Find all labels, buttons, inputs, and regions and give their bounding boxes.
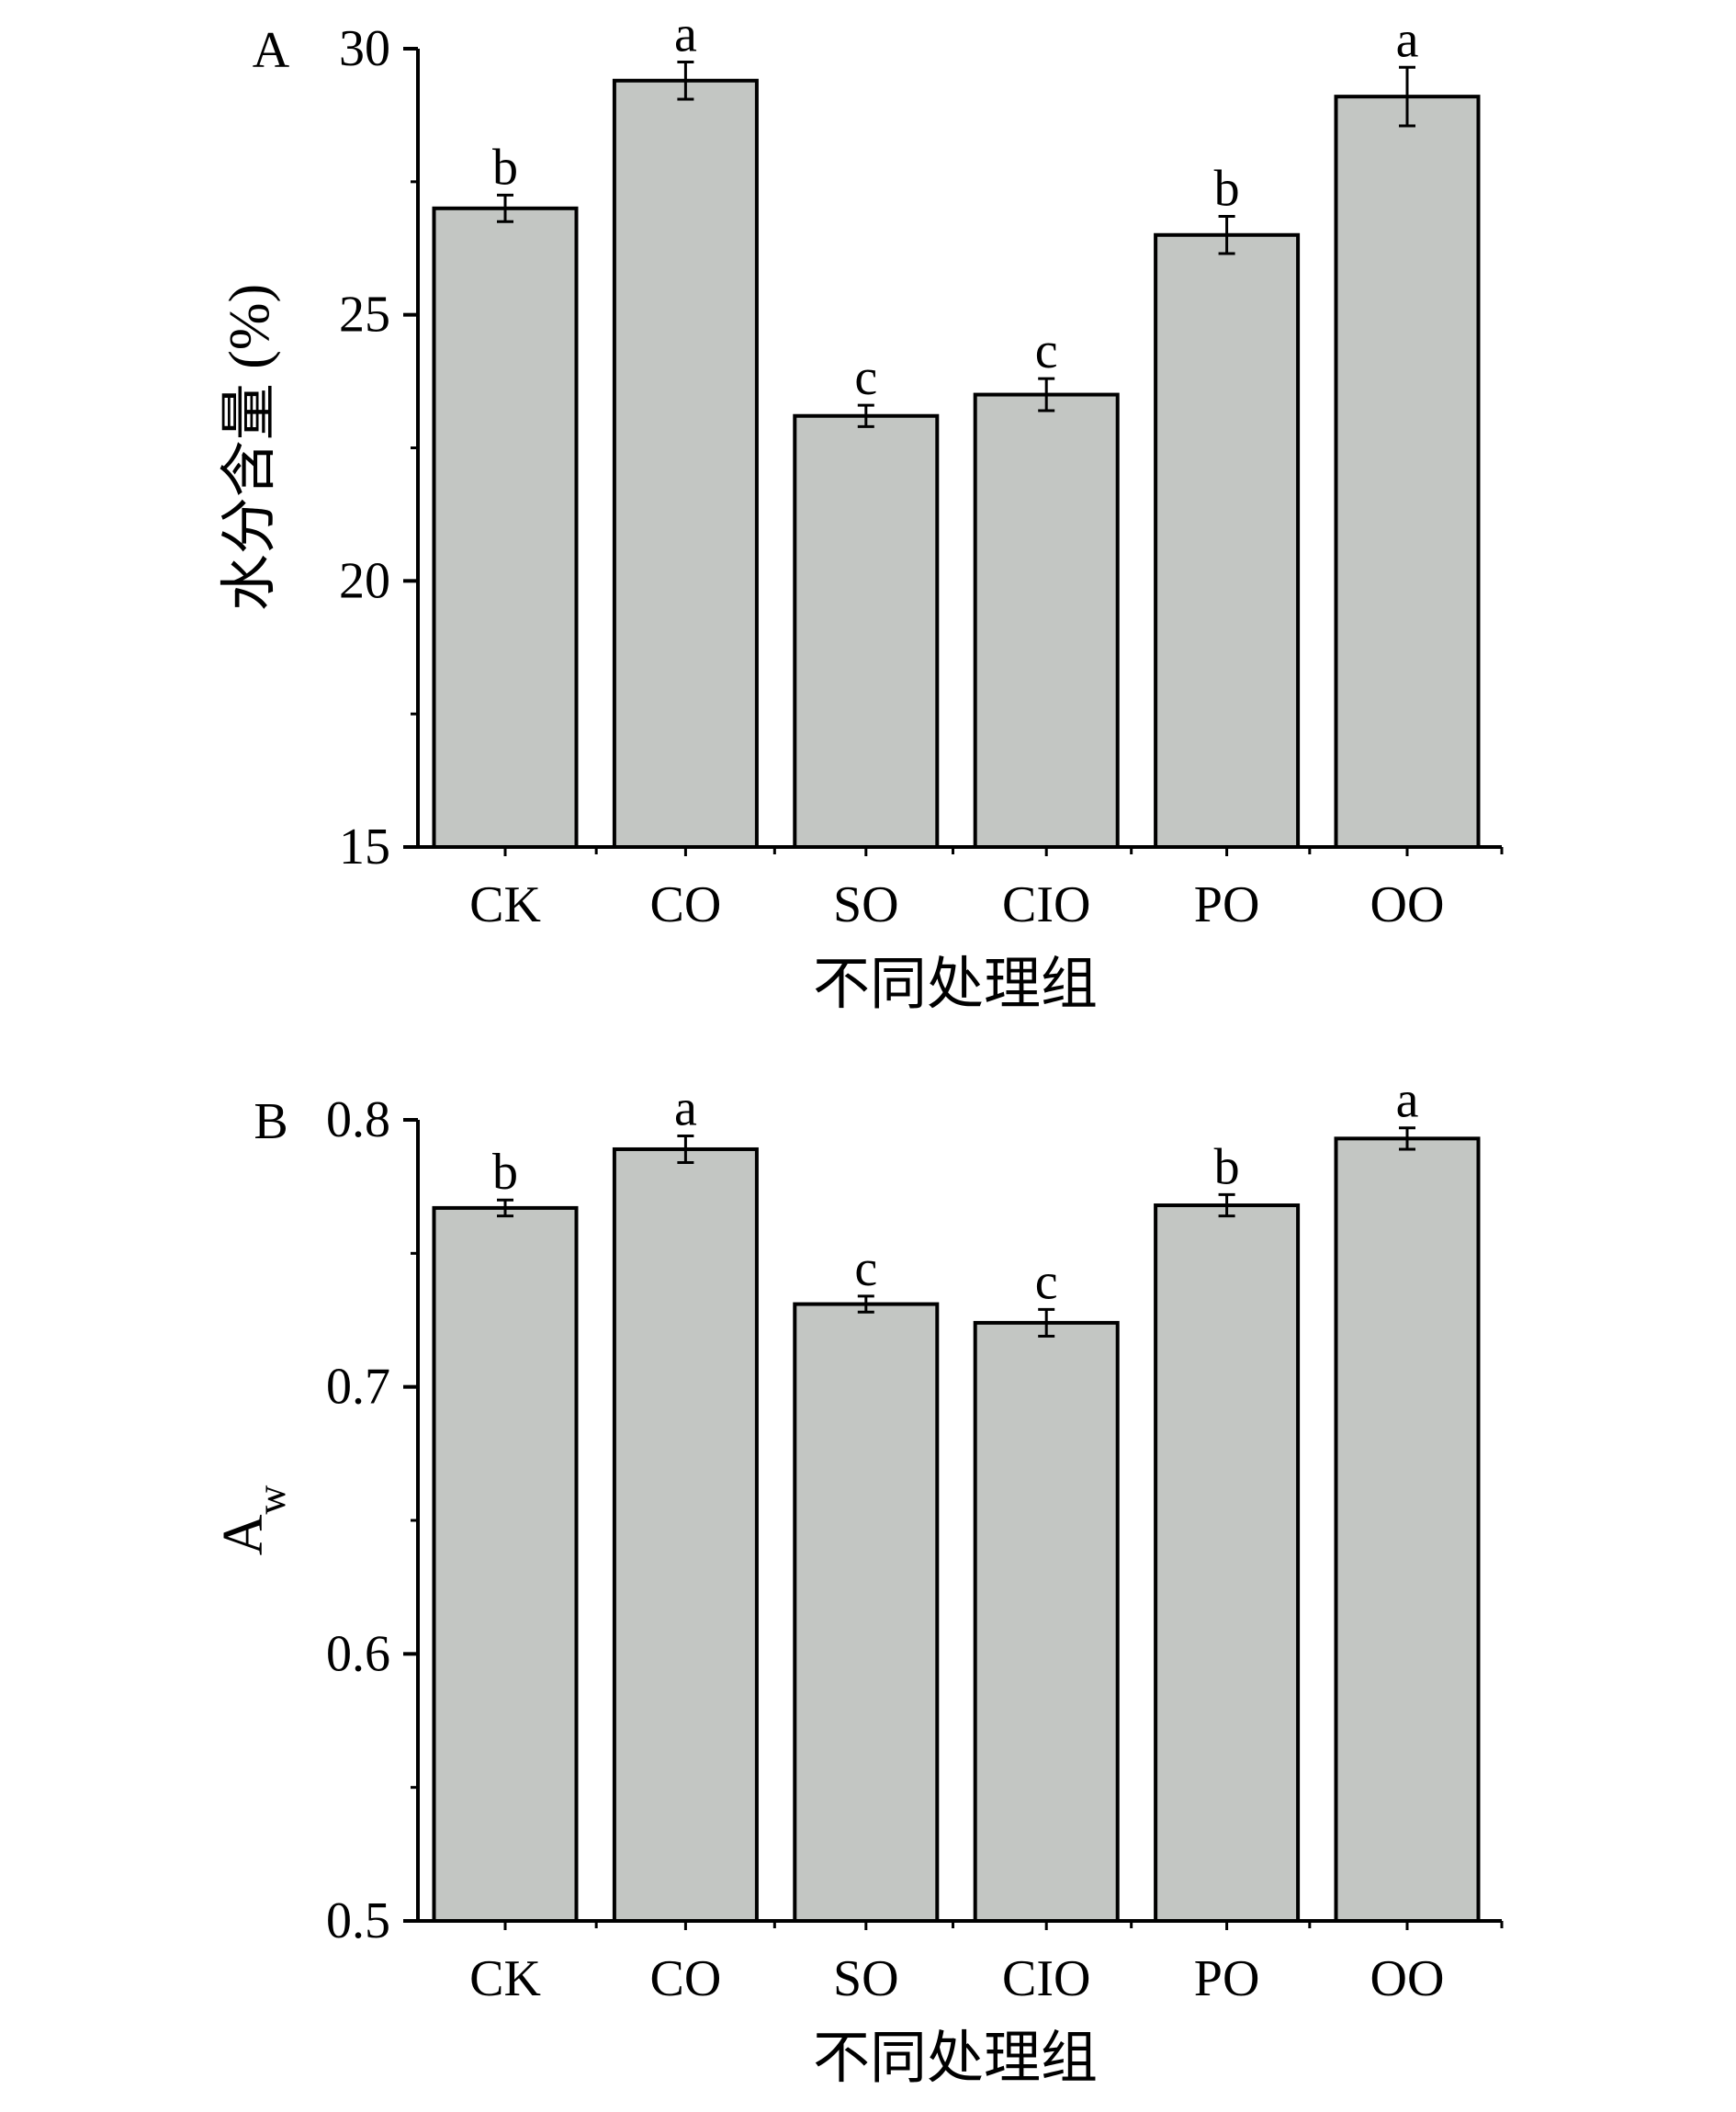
x-tick-label: CO (650, 1950, 722, 2007)
x-tick-label: PO (1194, 876, 1260, 933)
significance-label: c (1035, 1253, 1058, 1310)
panel-label: A (253, 22, 290, 79)
y-tick-label: 0.6 (326, 1625, 390, 1682)
bar-po (1154, 232, 1301, 849)
y-tick-label: 0.5 (326, 1892, 390, 1949)
chart-panel-b: 0.5 0.6 0.7 0.8 b CK a CO c SO c CIO b PO a OO 不同处理组 Aw B (212, 1072, 1504, 2090)
significance-label: a (674, 6, 697, 62)
significance-label: a (1396, 1072, 1419, 1129)
significance-label: c (854, 1240, 877, 1297)
bar-co (612, 1146, 759, 1924)
x-tick-label: PO (1194, 1950, 1260, 2007)
bar-co (612, 78, 759, 849)
significance-label: c (854, 349, 877, 406)
x-tick-label: OO (1370, 1950, 1445, 2007)
significance-label: b (492, 1144, 518, 1201)
x-axis-title: 不同处理组 (813, 2027, 1098, 2090)
y-tick-label: 0.8 (326, 1091, 390, 1148)
bar-ck (432, 206, 579, 850)
y-axis-title: 水分含量 (%) (219, 284, 281, 611)
significance-label: b (492, 139, 518, 196)
y-tick-label: 0.7 (326, 1359, 390, 1416)
bar-cio (973, 392, 1120, 849)
y-tick-label: 30 (339, 20, 390, 77)
x-tick-label: SO (833, 1950, 899, 2007)
bar-oo (1334, 1136, 1481, 1923)
bar-cio (973, 1320, 1120, 1923)
y-tick-label: 25 (339, 287, 390, 344)
bar-ck (432, 1205, 579, 1924)
panel-label: B (254, 1093, 287, 1150)
x-axis-title: 不同处理组 (813, 954, 1098, 1016)
x-tick-label: CIO (1002, 1950, 1090, 2007)
x-tick-label: CK (469, 876, 541, 933)
x-tick-label: CK (469, 1950, 541, 2007)
significance-label: b (1214, 160, 1240, 217)
chart-panel-a: 15 20 25 30 b CK a CO c SO c CIO b PO a OO 不同处理组 水分含量 (%)… (219, 6, 1504, 1016)
y-axis-title: Aw (212, 1485, 294, 1556)
x-tick-label: OO (1370, 876, 1445, 933)
y-tick-label: 15 (339, 819, 390, 875)
y-tick-label: 20 (339, 552, 390, 609)
x-tick-label: CIO (1002, 876, 1090, 933)
x-tick-label: CO (650, 876, 722, 933)
bar-oo (1334, 95, 1481, 849)
bar-so (793, 413, 940, 849)
significance-label: b (1214, 1138, 1240, 1195)
bar-so (793, 1302, 940, 1924)
x-tick-label: SO (833, 876, 899, 933)
significance-label: c (1035, 322, 1058, 379)
significance-label: a (674, 1079, 697, 1136)
significance-label: a (1396, 11, 1419, 68)
bar-po (1154, 1203, 1301, 1923)
